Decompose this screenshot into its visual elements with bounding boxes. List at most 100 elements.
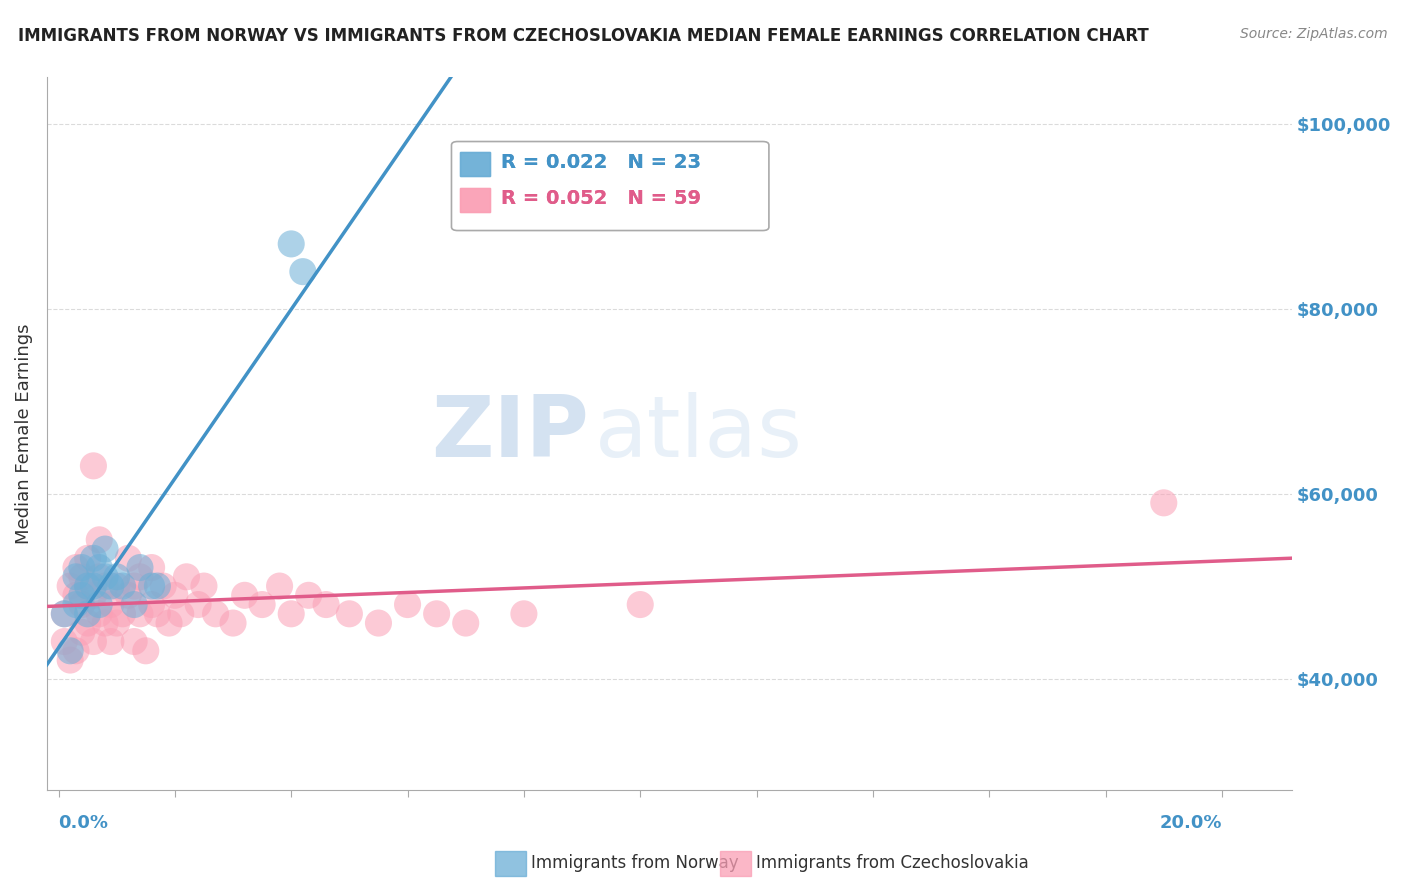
Text: R = 0.022   N = 23: R = 0.022 N = 23 <box>502 153 702 172</box>
Point <box>89 607 111 621</box>
Point <box>65 588 87 602</box>
Point <box>100 579 122 593</box>
Point <box>337 607 360 621</box>
Point <box>76 615 98 630</box>
Point <box>94 615 117 630</box>
Point <box>105 570 128 584</box>
Text: 20.0%: 20.0% <box>1160 814 1222 832</box>
Point <box>59 653 82 667</box>
Point <box>170 607 193 621</box>
Point <box>233 588 256 602</box>
Point <box>176 570 198 584</box>
Text: atlas: atlas <box>595 392 803 475</box>
Point <box>65 570 87 584</box>
Point <box>89 560 111 574</box>
Point <box>53 607 76 621</box>
Point <box>122 634 145 648</box>
Point <box>193 579 215 593</box>
Point <box>291 265 314 279</box>
Point <box>628 598 651 612</box>
FancyBboxPatch shape <box>451 142 769 230</box>
Text: IMMIGRANTS FROM NORWAY VS IMMIGRANTS FROM CZECHOSLOVAKIA MEDIAN FEMALE EARNINGS : IMMIGRANTS FROM NORWAY VS IMMIGRANTS FRO… <box>18 27 1149 45</box>
Point <box>59 644 82 658</box>
Point <box>141 560 163 574</box>
Point <box>222 615 245 630</box>
Point <box>100 598 122 612</box>
Point <box>89 570 111 584</box>
Point <box>89 533 111 547</box>
Point <box>367 615 389 630</box>
Point <box>53 634 76 648</box>
Text: R = 0.022   N = 23: R = 0.022 N = 23 <box>502 153 702 172</box>
Point <box>82 458 104 473</box>
Text: Source: ZipAtlas.com: Source: ZipAtlas.com <box>1240 27 1388 41</box>
Text: R = 0.052   N = 59: R = 0.052 N = 59 <box>502 189 702 208</box>
Point <box>117 588 139 602</box>
Point <box>204 607 226 621</box>
Point <box>454 615 477 630</box>
Point <box>100 634 122 648</box>
Point <box>122 598 145 612</box>
Point <box>70 588 93 602</box>
Point <box>82 551 104 566</box>
Point <box>117 551 139 566</box>
Point <box>70 598 93 612</box>
FancyBboxPatch shape <box>460 188 491 212</box>
Point <box>82 588 104 602</box>
Point <box>70 570 93 584</box>
Point <box>82 634 104 648</box>
Point <box>280 236 302 251</box>
Point <box>70 560 93 574</box>
Y-axis label: Median Female Earnings: Median Female Earnings <box>15 323 32 544</box>
Text: ZIP: ZIP <box>430 392 588 475</box>
Point <box>111 579 134 593</box>
Point <box>65 560 87 574</box>
Point <box>269 579 291 593</box>
Point <box>152 579 174 593</box>
Point <box>105 579 128 593</box>
Text: Immigrants from Norway: Immigrants from Norway <box>531 855 740 872</box>
Point <box>250 598 273 612</box>
Point <box>146 607 169 621</box>
Point <box>1153 496 1175 510</box>
FancyBboxPatch shape <box>460 153 491 177</box>
Point <box>280 607 302 621</box>
Point <box>82 579 104 593</box>
Point <box>396 598 419 612</box>
Point <box>105 615 128 630</box>
Text: Immigrants from Czechoslovakia: Immigrants from Czechoslovakia <box>756 855 1029 872</box>
Point <box>89 598 111 612</box>
Point <box>129 560 152 574</box>
Point <box>122 579 145 593</box>
FancyBboxPatch shape <box>460 153 491 177</box>
Point <box>163 588 186 602</box>
Text: 0.0%: 0.0% <box>59 814 108 832</box>
Point <box>53 607 76 621</box>
Point <box>157 615 180 630</box>
Text: R = 0.052   N = 59: R = 0.052 N = 59 <box>502 189 702 208</box>
Point <box>141 579 163 593</box>
Point <box>129 570 152 584</box>
Point <box>135 644 157 658</box>
Point <box>70 625 93 640</box>
Point <box>59 579 82 593</box>
Point <box>129 607 152 621</box>
Point <box>76 607 98 621</box>
Point <box>65 598 87 612</box>
Point <box>76 579 98 593</box>
Point <box>141 598 163 612</box>
Point <box>187 598 209 612</box>
Point <box>94 570 117 584</box>
Point <box>513 607 536 621</box>
Point <box>426 607 449 621</box>
Point <box>94 542 117 557</box>
Point <box>146 579 169 593</box>
Point <box>76 551 98 566</box>
Point <box>65 644 87 658</box>
Point <box>94 579 117 593</box>
Point <box>315 598 337 612</box>
Point <box>298 588 321 602</box>
FancyBboxPatch shape <box>460 188 491 212</box>
Point <box>111 607 134 621</box>
Point <box>76 579 98 593</box>
